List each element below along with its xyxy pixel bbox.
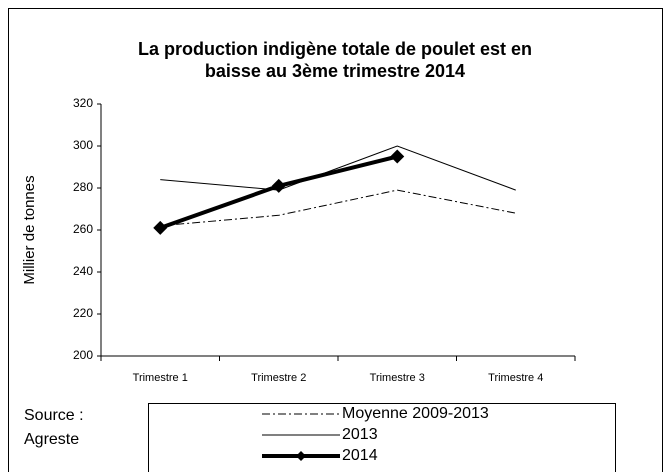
legend-marker <box>296 451 306 461</box>
source-note: Source : Agreste <box>24 407 84 448</box>
chart-border <box>8 8 663 472</box>
y-tick-label: 280 <box>73 180 93 194</box>
series-marker <box>153 220 168 235</box>
series-line <box>160 145 516 191</box>
y-tick-label: 320 <box>73 96 93 110</box>
legend-label: 2013 <box>342 426 378 443</box>
y-tick-label: 300 <box>73 138 93 152</box>
x-tick-label: Trimestre 2 <box>251 372 306 384</box>
chart-title: La production indigène totale de poulet … <box>137 39 533 81</box>
x-tick-label: Trimestre 3 <box>370 372 425 384</box>
x-tick-label: Trimestre 1 <box>133 372 188 384</box>
series-marker <box>390 149 405 164</box>
x-tick-label: Trimestre 4 <box>488 372 543 384</box>
legend-label: 2014 <box>342 447 378 464</box>
y-tick-label: 240 <box>73 264 93 278</box>
legend-box <box>148 403 616 472</box>
y-axis-label: Millier de tonnes <box>21 175 38 284</box>
series-marker <box>271 178 286 193</box>
y-tick-label: 200 <box>73 348 93 362</box>
legend-label: Moyenne 2009-2013 <box>342 405 489 422</box>
y-tick-label: 260 <box>73 222 93 236</box>
series-line <box>160 189 516 227</box>
y-tick-label: 220 <box>73 306 93 320</box>
